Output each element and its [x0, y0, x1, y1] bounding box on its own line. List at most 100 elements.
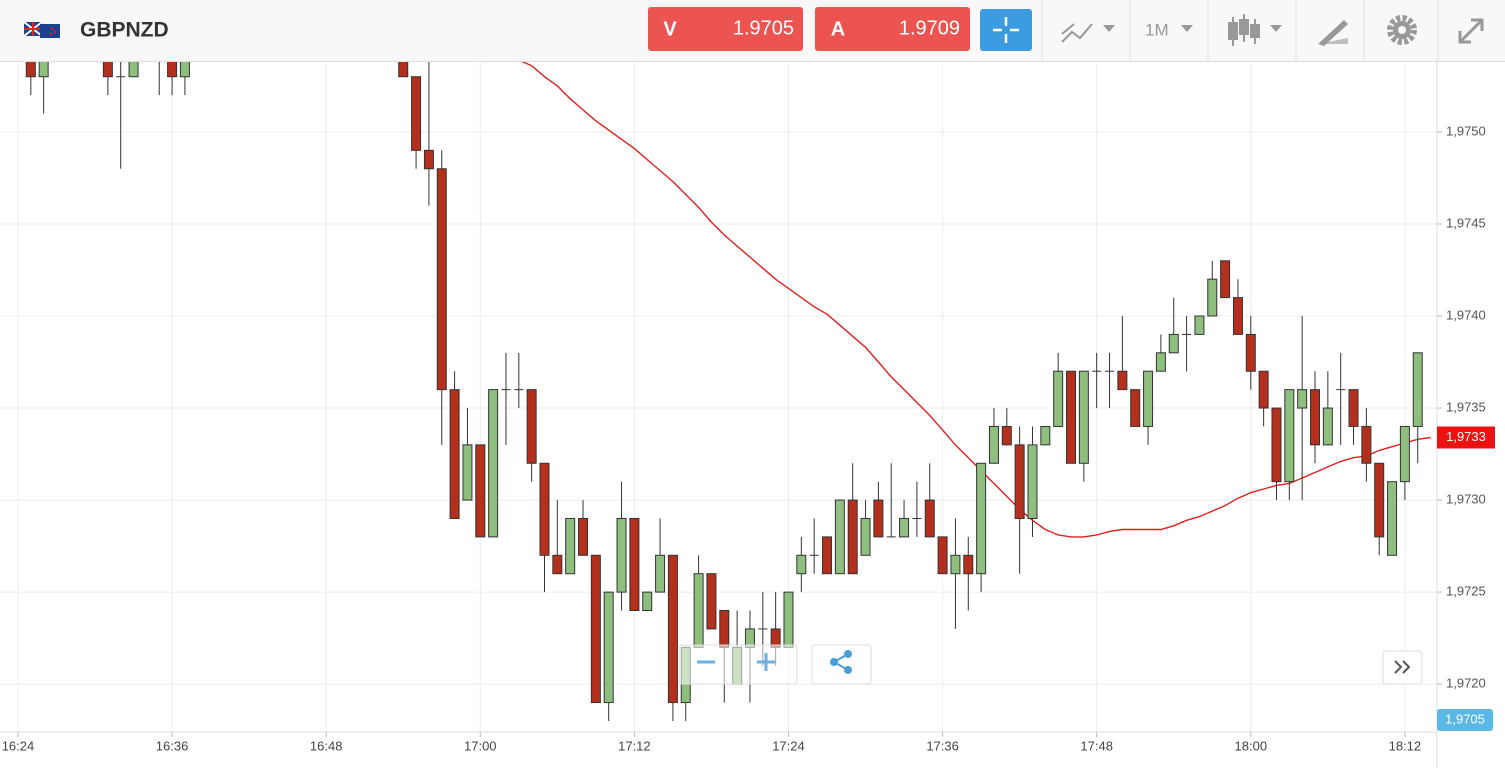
candle-body [1271, 407, 1282, 483]
candle-body [1297, 389, 1308, 409]
buy-label: A [831, 18, 845, 40]
y-tick-label: 1,9730 [1446, 492, 1486, 507]
candle-body [706, 573, 717, 630]
zoom-controls [678, 644, 798, 685]
candle-body [102, 62, 113, 78]
x-tick-label: 16:24 [2, 738, 35, 753]
candle-body [1258, 370, 1269, 409]
x-tick-label: 18:00 [1235, 738, 1268, 753]
candle-body [1053, 370, 1064, 427]
candle-body [1412, 352, 1423, 427]
candle-body [1399, 425, 1410, 483]
candle-body [1387, 481, 1398, 556]
candle-body [642, 591, 653, 612]
candle-body [423, 149, 434, 170]
candle-body [1194, 315, 1205, 335]
candle-body [1168, 333, 1179, 354]
candle-body [398, 62, 409, 78]
x-tick-label: 17:36 [926, 738, 959, 753]
candle-body [822, 536, 833, 575]
candle-body [1078, 370, 1089, 464]
candle-body [1143, 370, 1154, 427]
candle-body [1207, 278, 1218, 317]
candle-body [1348, 389, 1359, 427]
moving-average-line [521, 62, 1431, 538]
chart-type-button[interactable] [1061, 23, 1115, 43]
candle-body [449, 389, 460, 519]
candle-body [1220, 260, 1231, 299]
symbol: GBPNZD [80, 19, 169, 42]
buy-price: 1.9709 [899, 17, 960, 39]
candle-body [1245, 333, 1256, 372]
y-tick-label: 1,9745 [1446, 215, 1486, 230]
candle-body [578, 517, 589, 556]
candle-body [1155, 352, 1166, 372]
x-tick-label: 17:12 [618, 738, 651, 753]
x-tick-label: 17:24 [772, 738, 805, 753]
candle-body [667, 554, 678, 704]
candle-body [783, 591, 794, 648]
candle-body [629, 517, 640, 612]
sell-label: V [663, 18, 677, 40]
last-value-label: 1,9733 [1446, 429, 1486, 444]
candle-body [565, 517, 576, 575]
candle-body [616, 517, 627, 593]
y-tick-label: 1,9725 [1446, 584, 1486, 599]
crosshair-button[interactable] [980, 9, 1032, 51]
drawing-tools-button[interactable] [1318, 20, 1348, 46]
x-tick-label: 17:48 [1080, 738, 1113, 753]
price-label: 1,9705 [1445, 711, 1485, 726]
fullscreen-button[interactable] [1458, 18, 1484, 44]
candle-body [1040, 425, 1051, 446]
candle-body [847, 499, 858, 575]
timeframe: 1M [1145, 20, 1169, 39]
candle-body [963, 554, 974, 575]
share-button[interactable] [811, 644, 872, 685]
candle-body [796, 554, 807, 575]
candle-body [976, 462, 987, 575]
candle-body [539, 462, 550, 556]
candle-body [937, 536, 948, 575]
candle-body [179, 62, 190, 78]
candle-body [924, 499, 935, 538]
timeframe-button[interactable]: 1M [1145, 20, 1193, 39]
buy-button[interactable] [815, 7, 970, 51]
candle-body [436, 168, 447, 391]
settings-button[interactable] [1387, 15, 1417, 45]
candle-body [655, 554, 666, 593]
y-tick-label: 1,9720 [1446, 676, 1486, 691]
x-tick-label: 16:36 [156, 738, 189, 753]
candle-body [1374, 462, 1385, 538]
candle-body [411, 76, 422, 151]
candle-body [873, 499, 884, 538]
candle-body [693, 573, 704, 648]
scroll-right-button[interactable] [1382, 650, 1423, 685]
candle-body [128, 62, 139, 78]
zoom-in[interactable] [757, 653, 775, 671]
candle-body [1066, 370, 1077, 464]
y-tick-label: 1,9750 [1446, 123, 1486, 138]
sell-price: 1.9705 [733, 17, 794, 39]
x-tick-label: 18:12 [1389, 738, 1422, 753]
candle-body [988, 425, 999, 464]
candle-body [1117, 370, 1128, 391]
candle-body [462, 444, 473, 501]
y-tick-label: 1,9735 [1446, 399, 1486, 414]
candle-body [488, 389, 499, 538]
candle-style-button[interactable] [1228, 14, 1282, 46]
y-tick-label: 1,9740 [1446, 307, 1486, 322]
candle-body [603, 591, 614, 704]
last-value-box [1437, 426, 1495, 449]
candle-body [1322, 407, 1333, 446]
candle-body [950, 554, 961, 575]
candle-body [1361, 425, 1372, 464]
x-tick-label: 16:48 [310, 738, 343, 753]
x-tick-label: 17:00 [464, 738, 497, 753]
sell-button[interactable] [648, 7, 803, 51]
candle-body [552, 554, 563, 575]
candle-body [1027, 444, 1038, 519]
candle-body [1130, 389, 1141, 427]
candle-body [167, 62, 178, 78]
candle-body [1014, 444, 1025, 519]
